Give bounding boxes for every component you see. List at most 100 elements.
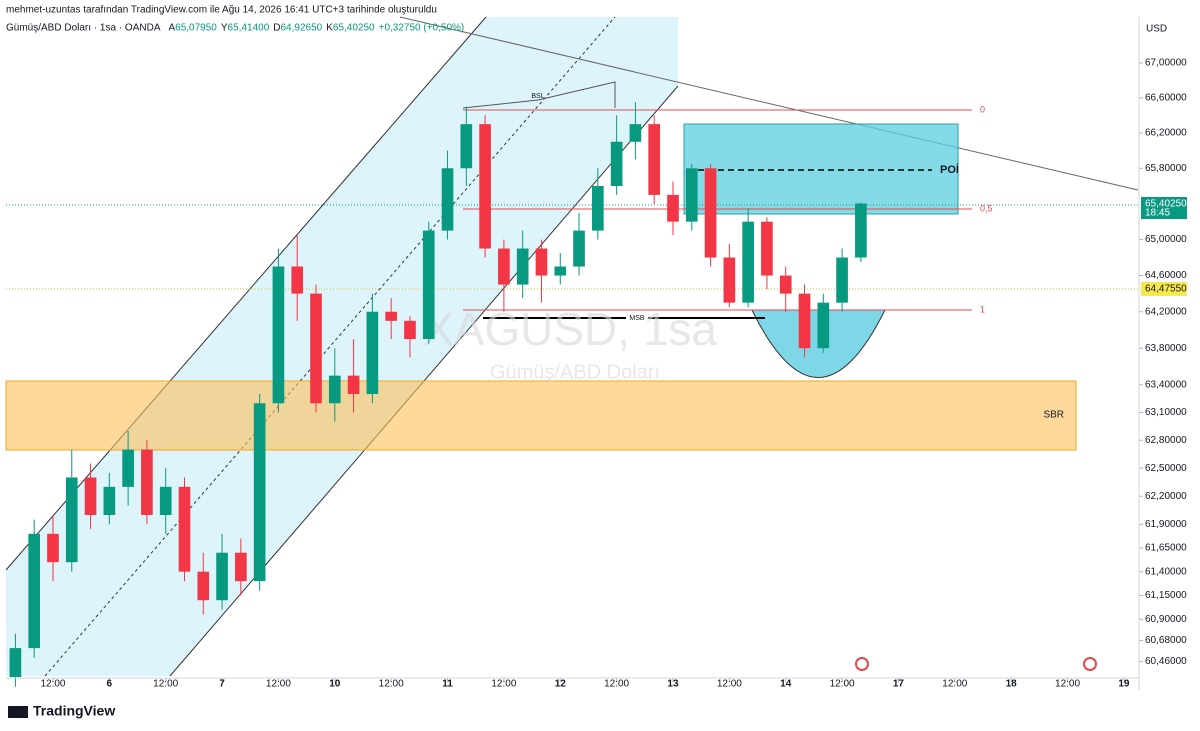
candle-body	[723, 257, 736, 303]
plot: SBR POİ 0 0,5 1 BSL MSB XAGUSD, 1sa Gümü…	[5, 16, 1139, 687]
candle-body	[216, 552, 228, 601]
candle-body	[103, 486, 116, 515]
candle-body	[479, 124, 491, 249]
candle-body	[610, 141, 623, 187]
fib-05-label: 0,5	[980, 203, 993, 213]
currency: USD	[1146, 24, 1167, 35]
candle-body	[498, 248, 510, 285]
candle-body	[47, 533, 59, 563]
countdown: 18:45	[1145, 208, 1170, 219]
x-tick-label: 7	[219, 679, 225, 690]
x-tick-label: 12:00	[491, 679, 516, 690]
y-tick-label: 66,60000	[1145, 92, 1187, 103]
candle-body	[742, 221, 754, 303]
candle-body	[592, 186, 604, 231]
y-tick-label: 64,60000	[1145, 270, 1187, 281]
x-tick-label: 12:00	[266, 679, 291, 690]
bsl-label: BSL	[531, 93, 544, 100]
candle-body	[178, 486, 191, 572]
candle-body	[291, 266, 304, 294]
candle-body	[404, 320, 416, 340]
candle-body	[122, 449, 134, 487]
y-tick-label: 66,20000	[1145, 128, 1187, 139]
candle-body	[554, 266, 567, 276]
y-tick-label: 62,80000	[1145, 435, 1187, 446]
x-tick-label: 10	[329, 679, 341, 690]
y-tick-label: 64,20000	[1145, 306, 1187, 317]
candle-body	[310, 293, 322, 404]
brand-logo	[8, 706, 28, 718]
x-tick-label: 12:00	[604, 679, 629, 690]
x-tick-label: 18	[1006, 679, 1018, 690]
candle-body	[535, 248, 548, 276]
last-price-box	[1141, 197, 1187, 219]
candle-body	[460, 124, 473, 169]
candle-body	[761, 221, 773, 276]
candle-body	[347, 375, 360, 395]
event-icon[interactable]	[855, 657, 869, 671]
x-tick-label: 12:00	[830, 679, 855, 690]
brand: TradingView	[33, 703, 115, 719]
marker-price-box	[1141, 282, 1187, 296]
bsl-line	[462, 81, 616, 109]
x-tick-label: 12:00	[40, 679, 65, 690]
x-tick-label: 17	[893, 679, 905, 690]
candle-body	[798, 293, 811, 349]
candle-body	[141, 449, 153, 515]
y-tick-label: 61,65000	[1145, 543, 1187, 554]
y-tick-label: 62,50000	[1145, 463, 1187, 474]
ohlc-value: 64,92650	[281, 23, 323, 34]
x-tick-label: 19	[1118, 679, 1130, 690]
candle-body	[197, 571, 210, 601]
poi-label: POİ	[940, 163, 959, 176]
event-icon[interactable]	[1083, 657, 1097, 671]
x-tick-label: 13	[667, 679, 679, 690]
y-tick-label: 61,90000	[1145, 519, 1187, 530]
candle-body	[235, 552, 247, 582]
y-tick-label: 63,40000	[1145, 379, 1187, 390]
candle-body	[366, 311, 379, 395]
poi-zone	[683, 123, 959, 215]
fib-0-label: 0	[980, 104, 985, 114]
y-tick-label: 60,90000	[1145, 614, 1187, 625]
channel-mid	[44, 16, 616, 677]
x-tick-label: 12:00	[379, 679, 404, 690]
candle-body	[704, 168, 717, 258]
candle-body	[385, 311, 397, 321]
msb-bg	[626, 313, 648, 323]
candle-body	[28, 533, 41, 649]
change: +0,32750 (+0,50%)	[379, 23, 465, 34]
x-tick-label: 12:00	[717, 679, 742, 690]
x-tick-label: 12:00	[942, 679, 967, 690]
candle-body	[65, 477, 78, 563]
y-tick-label: 61,40000	[1145, 566, 1187, 577]
y-tick-label: 62,20000	[1145, 491, 1187, 502]
legend: Gümüş/ABD Doları · 1sa · OANDA A 65,07950 Y…	[6, 23, 464, 34]
ohlc-value: 65,07950	[175, 23, 217, 34]
ohlc-label: K	[326, 23, 333, 34]
x-tick-label: 6	[107, 679, 113, 690]
ohlc-label: Y	[221, 23, 228, 34]
candle-body	[253, 403, 266, 582]
candle-body	[328, 375, 341, 404]
ohlc-value: 65,40250	[333, 23, 375, 34]
candle-body	[855, 203, 867, 258]
x-tick-label: 11	[442, 679, 453, 690]
symbol: Gümüş/ABD Doları · 1sa · OANDA	[6, 23, 161, 34]
candle-body	[573, 230, 585, 267]
watermark: XAGUSD, 1sa	[423, 303, 717, 355]
candle-body	[685, 168, 698, 222]
y-tick-label: 65,00000	[1145, 234, 1187, 245]
ohlc-label: A	[168, 23, 175, 34]
last-price: 65,40250	[1145, 199, 1187, 210]
y-tick-label: 67,00000	[1145, 58, 1187, 69]
y-tick-label: 60,68000	[1145, 635, 1187, 646]
y-tick-label: 63,80000	[1145, 343, 1187, 354]
candle-body	[629, 124, 642, 142]
sbr-label: SBR	[1043, 410, 1064, 421]
candle-body	[667, 194, 679, 222]
candle-body	[9, 648, 22, 678]
candle-body	[272, 266, 285, 404]
x-tick-label: 14	[780, 679, 792, 690]
ohlc-label: D	[273, 23, 280, 34]
